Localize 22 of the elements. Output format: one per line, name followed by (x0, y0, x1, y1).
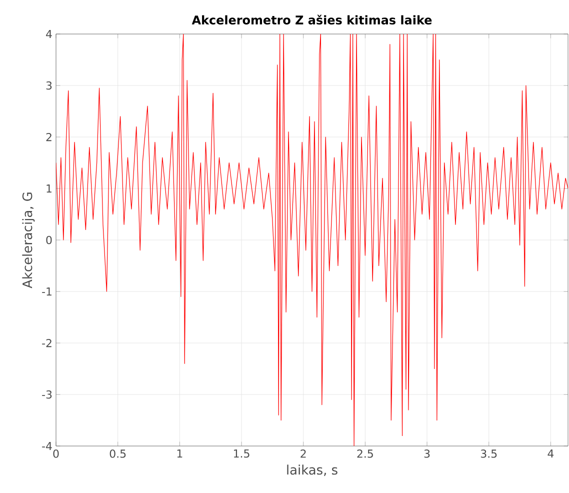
x-tick-label: 3.5 (480, 450, 497, 458)
y-tick-label: 3 (46, 81, 52, 90)
y-tick-label: 4 (46, 30, 52, 38)
y-tick-label: 0 (46, 236, 52, 244)
y-tick-label: -1 (42, 288, 52, 296)
x-tick-label: 2.5 (357, 450, 373, 458)
y-tick-label: 2 (46, 132, 52, 142)
y-tick-label: -4 (42, 442, 52, 450)
y-tick-label: -3 (42, 390, 52, 399)
x-tick-label: 3 (424, 450, 430, 458)
chart-title: Akcelerometro Z ašies kitimas laike (192, 14, 432, 25)
y-axis-title: Akceleracija, G (22, 192, 35, 288)
x-tick-label: 4 (548, 450, 554, 458)
y-tick-label: 1 (46, 184, 52, 192)
y-tick-label: -2 (42, 338, 52, 348)
x-tick-label: 0.5 (110, 450, 126, 458)
x-tick-label: 1.5 (234, 450, 250, 458)
line-series (56, 34, 568, 446)
x-axis-title: laikas, s (287, 464, 338, 476)
x-tick-label: 2 (300, 450, 306, 458)
x-tick-label: 1 (177, 450, 182, 458)
x-tick-label: 0 (53, 450, 59, 458)
